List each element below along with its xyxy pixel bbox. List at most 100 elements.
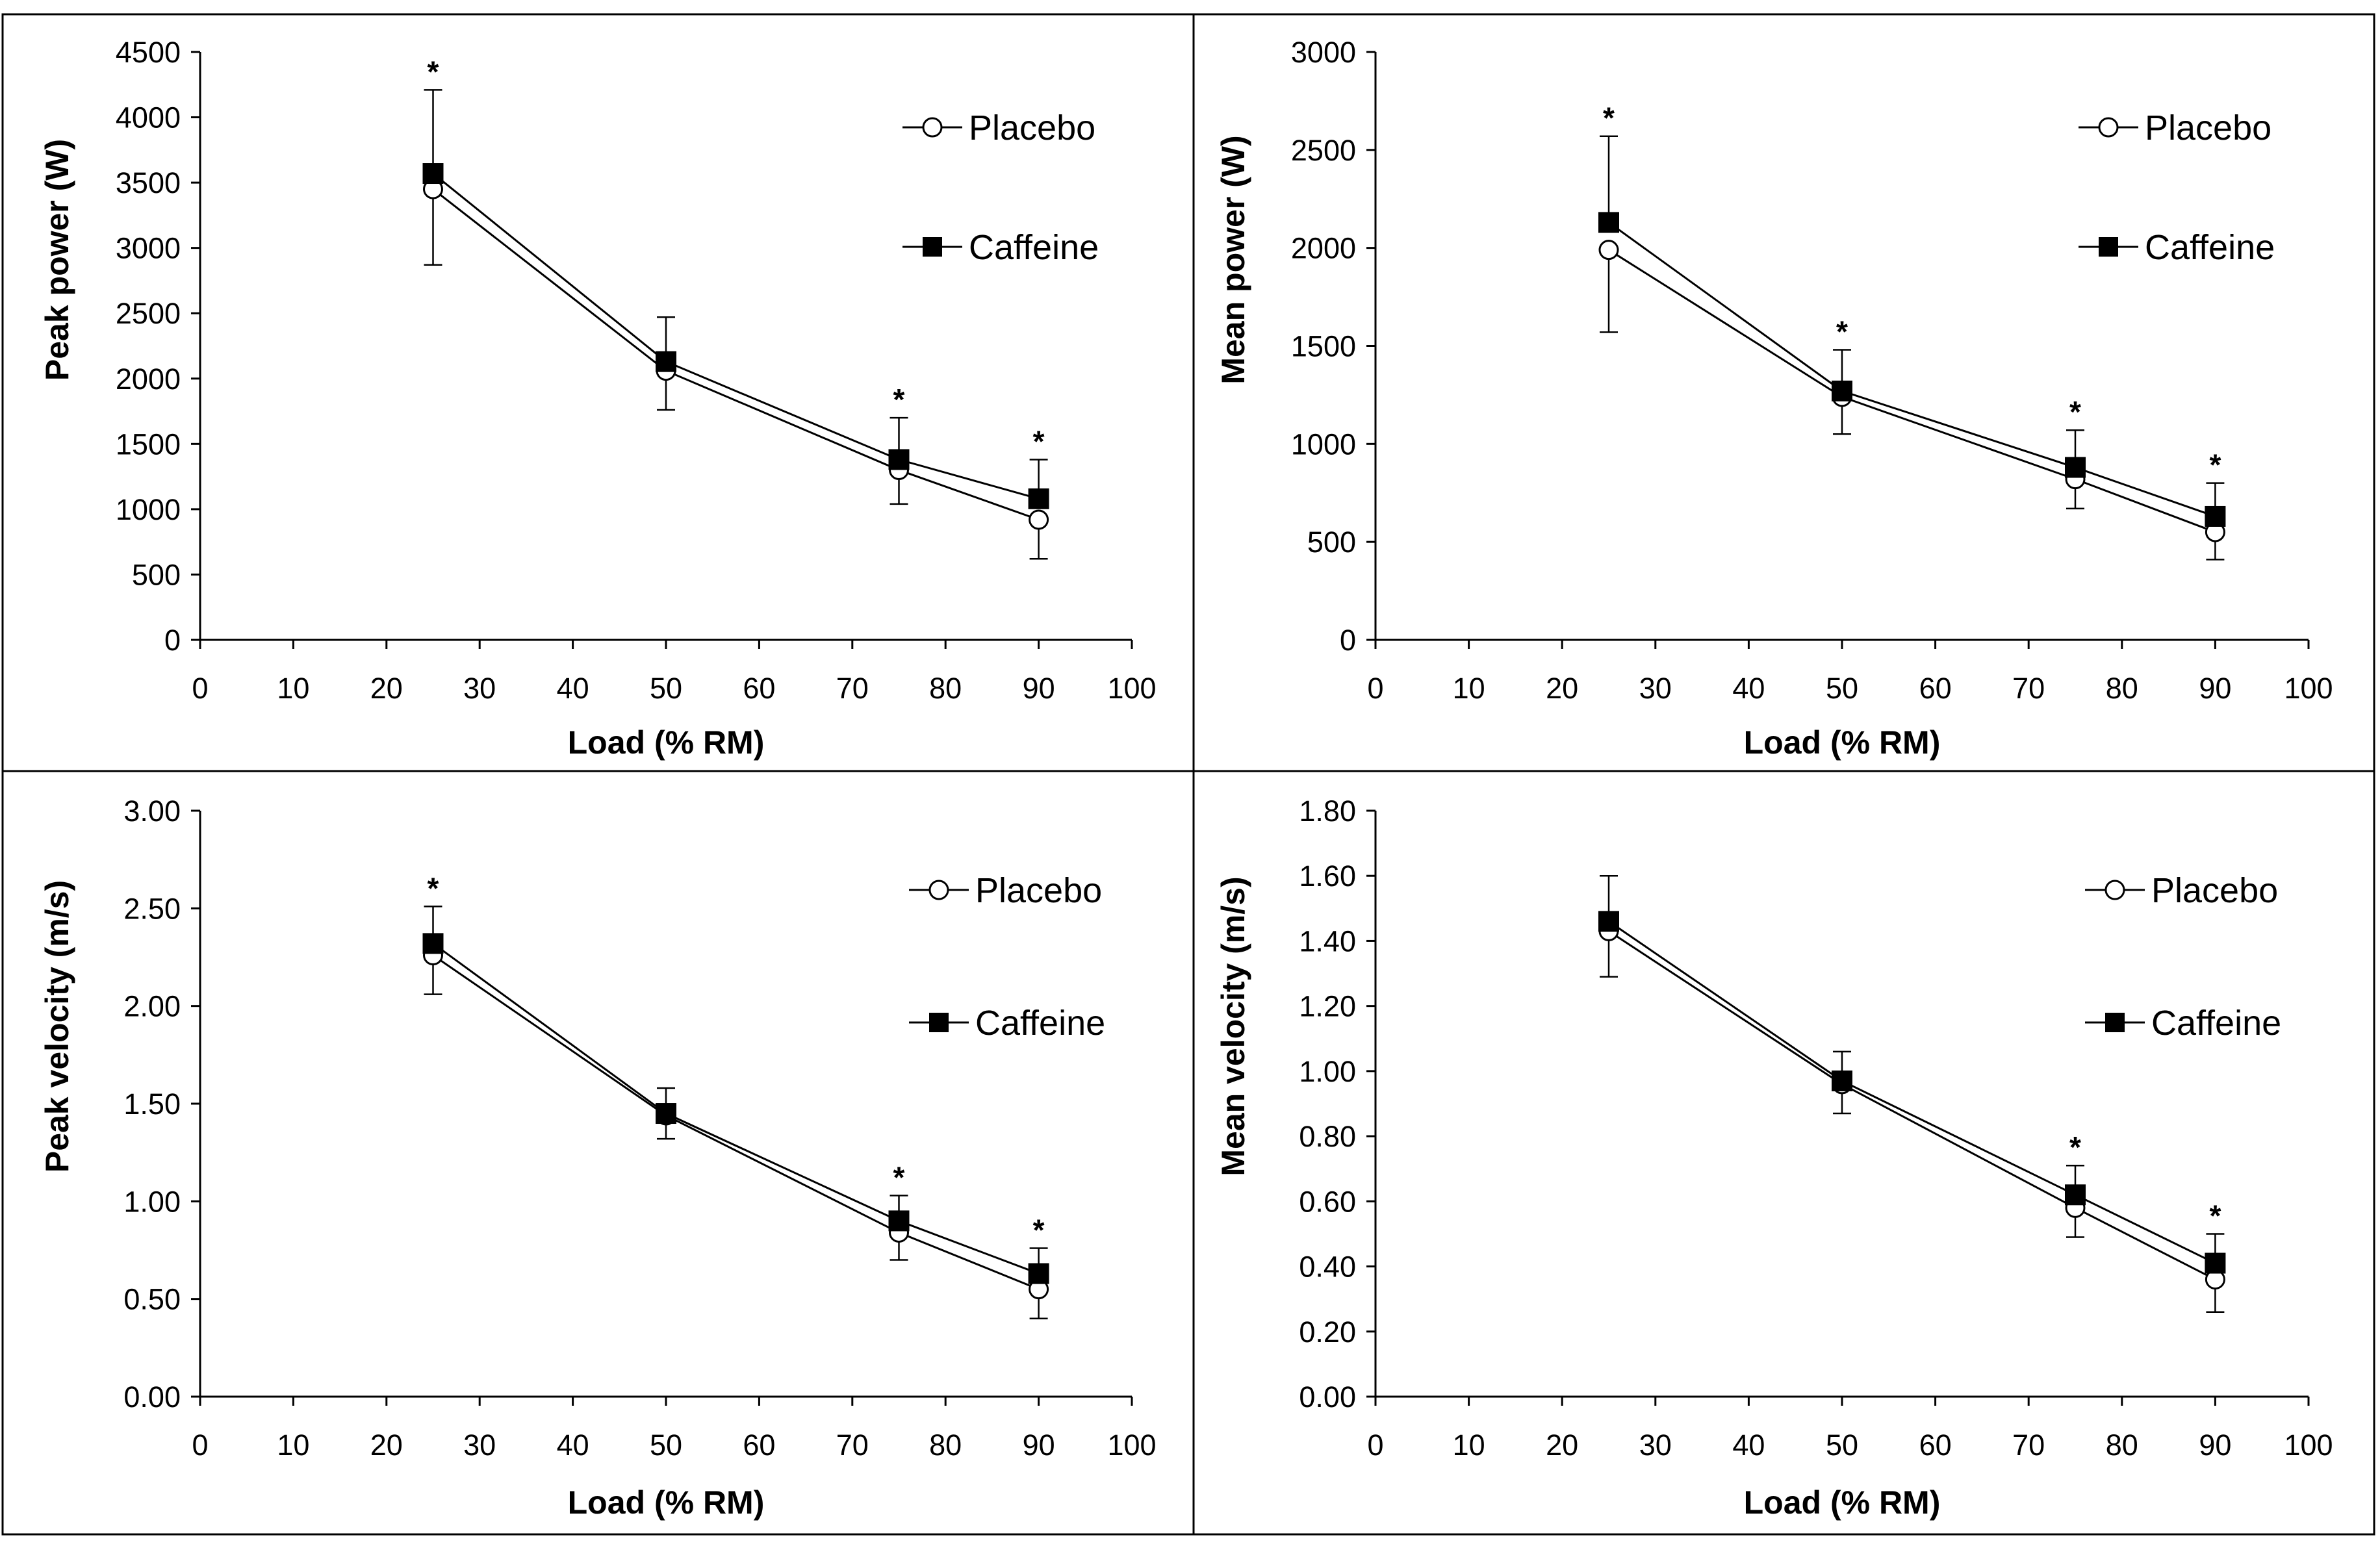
x-tick-label: 90 bbox=[2199, 1428, 2231, 1462]
y-tick-label: 1.80 bbox=[1299, 794, 1356, 828]
y-tick-label: 2000 bbox=[1291, 232, 1356, 265]
x-axis-title: Load (% RM) bbox=[1744, 1484, 1941, 1521]
y-axis-title: Mean velocity (m/s) bbox=[1215, 876, 1251, 1176]
y-tick-label: 1000 bbox=[116, 493, 181, 526]
legend-label-placebo: Placebo bbox=[2145, 108, 2271, 147]
x-tick-label: 100 bbox=[2284, 672, 2333, 705]
significance-asterisk: * bbox=[428, 55, 439, 88]
y-tick-label: 2500 bbox=[116, 297, 181, 330]
series-line-caffeine bbox=[432, 943, 1040, 1275]
y-tick-label: 2.50 bbox=[123, 892, 181, 925]
data-point-caffeine bbox=[2065, 457, 2086, 478]
x-tick-label: 100 bbox=[1107, 1428, 1156, 1462]
y-tick-label: 500 bbox=[132, 558, 181, 591]
y-tick-label: 3000 bbox=[116, 232, 181, 265]
x-tick-label: 10 bbox=[1453, 672, 1485, 705]
x-tick-label: 40 bbox=[557, 1428, 589, 1462]
y-tick-label: 1.00 bbox=[1299, 1055, 1356, 1088]
x-tick-label: 20 bbox=[1546, 1428, 1578, 1462]
x-axis-title: Load (% RM) bbox=[568, 724, 765, 761]
x-tick-label: 0 bbox=[192, 672, 208, 705]
y-tick-label: 1.50 bbox=[123, 1087, 181, 1121]
x-tick-label: 90 bbox=[1023, 672, 1055, 705]
data-point-caffeine bbox=[422, 933, 444, 954]
legend-item-placebo: Placebo bbox=[902, 108, 1095, 147]
x-tick-label: 40 bbox=[1732, 1428, 1765, 1462]
legend-marker-caffeine bbox=[2105, 1013, 2125, 1032]
legend-item-caffeine: Caffeine bbox=[902, 228, 1099, 267]
data-point-caffeine bbox=[1598, 911, 1619, 932]
legend-item-caffeine: Caffeine bbox=[2079, 228, 2275, 267]
x-tick-label: 80 bbox=[2106, 672, 2138, 705]
data-point-caffeine bbox=[2205, 505, 2226, 527]
x-tick-label: 10 bbox=[1453, 1428, 1485, 1462]
legend-marker-placebo bbox=[928, 880, 949, 900]
legend-label-placebo: Placebo bbox=[2151, 871, 2278, 910]
y-tick-label: 3.00 bbox=[123, 794, 181, 828]
x-tick-label: 80 bbox=[2106, 1428, 2138, 1462]
x-tick-label: 30 bbox=[1639, 672, 1672, 705]
data-point-caffeine bbox=[1832, 380, 1852, 401]
y-tick-label: 3500 bbox=[116, 166, 181, 199]
y-tick-label: 2000 bbox=[116, 362, 181, 396]
significance-asterisk: * bbox=[1603, 101, 1615, 135]
legend-marker-caffeine bbox=[2099, 237, 2118, 257]
x-tick-label: 30 bbox=[463, 1428, 496, 1462]
legend-label-caffeine: Caffeine bbox=[969, 228, 1099, 267]
data-point-caffeine bbox=[422, 163, 444, 184]
legend-item-placebo: Placebo bbox=[2085, 871, 2278, 910]
series-line-placebo bbox=[1608, 930, 2216, 1280]
significance-asterisk: * bbox=[1836, 315, 1848, 349]
significance-asterisk: * bbox=[428, 871, 439, 905]
y-tick-label: 2.00 bbox=[123, 990, 181, 1023]
y-tick-label: 0 bbox=[1340, 624, 1356, 657]
y-tick-label: 0 bbox=[164, 624, 181, 657]
x-axis-title: Load (% RM) bbox=[568, 1484, 765, 1521]
x-tick-label: 20 bbox=[1546, 672, 1578, 705]
significance-asterisk: * bbox=[2069, 395, 2081, 429]
legend-marker-placebo bbox=[2098, 117, 2119, 138]
y-tick-label: 1500 bbox=[116, 427, 181, 461]
x-tick-label: 10 bbox=[277, 672, 309, 705]
x-tick-label: 20 bbox=[370, 672, 403, 705]
significance-asterisk: * bbox=[2069, 1130, 2081, 1164]
y-tick-label: 1500 bbox=[1291, 330, 1356, 363]
x-tick-label: 30 bbox=[1639, 1428, 1672, 1462]
x-tick-label: 70 bbox=[2012, 672, 2045, 705]
data-point-placebo bbox=[1029, 509, 1049, 530]
legend-item-placebo: Placebo bbox=[909, 871, 1102, 910]
legend-item-caffeine: Caffeine bbox=[909, 1004, 1105, 1043]
y-tick-label: 2500 bbox=[1291, 134, 1356, 167]
legend-label-caffeine: Caffeine bbox=[2151, 1004, 2281, 1043]
x-tick-label: 80 bbox=[929, 672, 962, 705]
figure-frame bbox=[1, 13, 2375, 1536]
y-tick-label: 0.50 bbox=[123, 1283, 181, 1316]
y-tick-label: 1.20 bbox=[1299, 990, 1356, 1023]
chart-panel-top-left: 0 500 1000 1500 2000 2500 3000 3500 4000 4500 0 10 2… bbox=[39, 36, 1157, 761]
legend-label-caffeine: Caffeine bbox=[975, 1004, 1105, 1043]
x-tick-label: 90 bbox=[1023, 1428, 1055, 1462]
x-tick-label: 40 bbox=[557, 672, 589, 705]
y-axis-title: Mean power (W) bbox=[1215, 135, 1251, 384]
series-line-placebo bbox=[1608, 249, 2216, 533]
data-point-caffeine bbox=[888, 1210, 910, 1232]
data-point-caffeine bbox=[1598, 212, 1619, 233]
x-tick-label: 70 bbox=[836, 1428, 869, 1462]
x-tick-label: 70 bbox=[836, 672, 869, 705]
chart-panel-bottom-right: 0.00 0.20 0.40 0.60 0.80 1.00 1.20 1.40 1.60 1.80… bbox=[1215, 794, 2333, 1521]
y-tick-label: 4500 bbox=[116, 36, 181, 69]
series-line-placebo bbox=[432, 188, 1040, 521]
data-point-caffeine bbox=[2205, 1252, 2226, 1274]
significance-asterisk: * bbox=[2209, 448, 2221, 482]
data-point-caffeine bbox=[1832, 1070, 1852, 1091]
x-tick-label: 90 bbox=[2199, 672, 2231, 705]
y-tick-label: 0.60 bbox=[1299, 1185, 1356, 1218]
legend-label-caffeine: Caffeine bbox=[2145, 228, 2275, 267]
y-tick-label: 0.80 bbox=[1299, 1120, 1356, 1153]
x-tick-label: 100 bbox=[2284, 1428, 2333, 1462]
x-tick-label: 70 bbox=[2012, 1428, 2045, 1462]
legend-marker-placebo bbox=[922, 117, 943, 138]
x-tick-label: 0 bbox=[1367, 672, 1383, 705]
y-axis-title: Peak power (W) bbox=[39, 139, 75, 381]
